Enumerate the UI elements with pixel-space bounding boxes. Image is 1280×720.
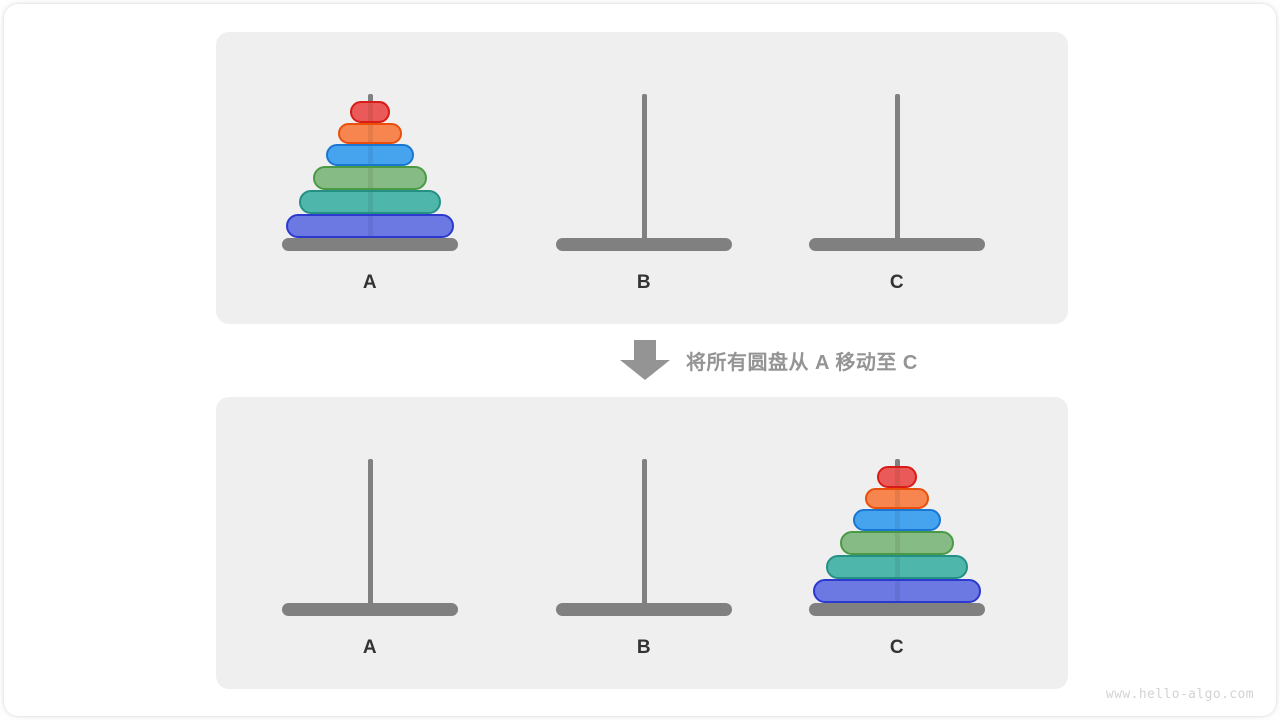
figure-root: A B C 将所有圆盘从 A 移动至 C A — [4, 4, 1276, 716]
disk-5[interactable] — [299, 190, 441, 214]
peg-c-initial[interactable]: C — [767, 60, 1027, 310]
disk-stack — [240, 425, 500, 603]
peg-a-final[interactable]: A — [240, 425, 500, 675]
disk-6[interactable] — [286, 214, 454, 238]
disk-3[interactable] — [326, 144, 414, 166]
peg-base — [282, 603, 458, 616]
disk-6[interactable] — [813, 579, 981, 603]
peg-base — [556, 238, 732, 251]
disk-1[interactable] — [350, 101, 390, 123]
disk-4[interactable] — [840, 531, 954, 555]
initial-state-panel: A B C — [216, 32, 1068, 324]
peg-base — [809, 603, 985, 616]
peg-base — [556, 603, 732, 616]
final-state-panel: A B C — [216, 397, 1068, 689]
peg-rod — [641, 459, 647, 607]
disk-stack — [767, 60, 1027, 238]
transition-row: 将所有圆盘从 A 移动至 C — [216, 330, 1068, 392]
transition-caption: 将所有圆盘从 A 移动至 C — [686, 352, 918, 374]
peg-label-a: A — [362, 272, 378, 293]
peg-label-c: C — [889, 272, 905, 293]
disk-stack — [514, 425, 774, 603]
peg-rod — [894, 94, 900, 242]
peg-rod — [641, 94, 647, 242]
disk-stack — [240, 60, 500, 238]
peg-label-c: C — [889, 637, 905, 658]
peg-label-b: B — [636, 272, 652, 293]
disk-3[interactable] — [853, 509, 941, 531]
disk-stack — [514, 60, 774, 238]
peg-base — [809, 238, 985, 251]
peg-base — [282, 238, 458, 251]
peg-label-a: A — [362, 637, 378, 658]
peg-rod — [367, 459, 373, 607]
disk-2[interactable] — [865, 488, 929, 509]
peg-b-initial[interactable]: B — [514, 60, 774, 310]
peg-a-initial[interactable]: A — [240, 60, 500, 310]
disk-5[interactable] — [826, 555, 968, 579]
down-arrow-icon — [620, 340, 670, 380]
disk-4[interactable] — [313, 166, 427, 190]
disk-stack — [767, 425, 1027, 603]
peg-label-b: B — [636, 637, 652, 658]
disk-2[interactable] — [338, 123, 402, 144]
peg-b-final[interactable]: B — [514, 425, 774, 675]
disk-1[interactable] — [877, 466, 917, 488]
peg-c-final[interactable]: C — [767, 425, 1027, 675]
watermark: www.hello-algo.com — [1105, 687, 1254, 702]
